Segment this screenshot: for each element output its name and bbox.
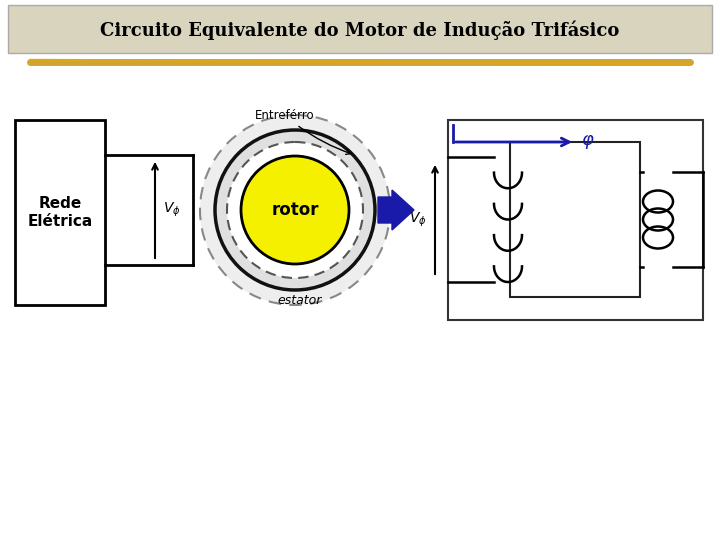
Bar bbox=[510, 142, 640, 297]
Text: rotor: rotor bbox=[271, 201, 319, 219]
Bar bbox=[8, 5, 712, 53]
Circle shape bbox=[227, 142, 363, 278]
FancyArrow shape bbox=[378, 190, 414, 230]
Text: estator: estator bbox=[278, 294, 322, 307]
Text: Entreférro: Entreférro bbox=[255, 109, 351, 154]
Text: $\varphi$: $\varphi$ bbox=[581, 133, 595, 151]
Text: $V_\phi$: $V_\phi$ bbox=[163, 201, 181, 219]
Text: Rede
Elétrica: Rede Elétrica bbox=[27, 197, 93, 229]
Circle shape bbox=[241, 156, 349, 264]
Circle shape bbox=[200, 115, 390, 305]
Bar bbox=[15, 120, 105, 305]
Text: Circuito Equivalente do Motor de Indução Trifásico: Circuito Equivalente do Motor de Indução… bbox=[100, 20, 620, 40]
Text: $V_\phi$: $V_\phi$ bbox=[410, 211, 427, 228]
Bar bbox=[448, 120, 703, 320]
Circle shape bbox=[215, 130, 375, 290]
